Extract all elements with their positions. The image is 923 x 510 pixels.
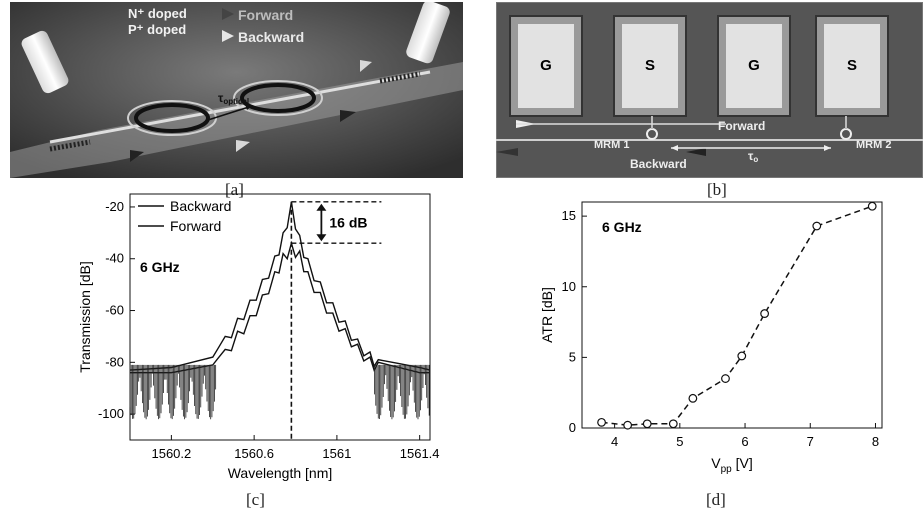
x-tick-label: 6 (741, 434, 748, 449)
legend-entry: Backward (170, 198, 231, 214)
legend-p-doped: P⁺ doped (128, 22, 186, 37)
pad-label-2: S (645, 57, 655, 74)
legend-forward-icon (222, 8, 234, 20)
data-point (812, 221, 822, 231)
legend: Backward Forward (138, 198, 231, 234)
data-point (760, 309, 770, 318)
axis-ticks: 1560.2 1560.6 1561 1561.4 -20 -40 -60 -80 -100 (98, 199, 440, 461)
panel-a-illustration: N⁺ doped P⁺ doped Forward Backward τopti… (10, 2, 463, 178)
y-tick-label: 10 (562, 279, 576, 294)
data-point (668, 419, 678, 429)
tau-arrow (207, 105, 253, 121)
panel-a-svg: N⁺ doped P⁺ doped Forward Backward τopti… (10, 2, 463, 178)
data-point (867, 201, 877, 211)
data-point (642, 419, 652, 429)
frequency-label: 6 GHz (140, 259, 180, 275)
y-axis-label: Transmission [dB] (77, 261, 93, 373)
backward-cone-2 (360, 60, 372, 72)
pad-label-1: G (540, 57, 552, 74)
x-axis-label: Vpp [V] (711, 455, 752, 475)
x-tick-label: 5 (676, 434, 683, 449)
y-axis-label: ATR [dB] (539, 287, 555, 343)
plot-frame (581, 201, 883, 429)
chart-transmission-spectrum: 1560.2 1560.6 1561 1561.4 -20 -40 -60 -80 -100 B… (77, 193, 440, 481)
delta-label: 16 dB (329, 214, 367, 230)
y-tick-label: -60 (105, 303, 124, 318)
frequency-label: 6 GHz (602, 219, 642, 235)
fiber-left (21, 30, 69, 94)
panel-b-svg: G S G S Forward Backward MRM 1 MRM 2 τo (496, 2, 923, 178)
legend-forward-label: Forward (238, 7, 293, 23)
fiber-right (406, 2, 450, 64)
y-tick-label: 15 (562, 208, 576, 223)
pad-label-4: S (847, 57, 857, 74)
x-tick-label: 1560.6 (234, 446, 274, 461)
tau-label: τoptical (218, 91, 249, 106)
series-line-atr (601, 205, 873, 426)
data-point (737, 351, 747, 361)
x-tick-label: 7 (807, 434, 814, 449)
legend-entry: Forward (170, 218, 221, 234)
y-tick-label: 5 (569, 349, 576, 364)
chart-atr-vs-vpp: 4 5 6 7 8 0 5 10 15 6 GHz Vpp [V] ATR [dB] (539, 201, 883, 475)
noise-floor (129, 364, 430, 420)
x-tick-label: 1561.4 (400, 446, 440, 461)
series-line-backward (129, 201, 431, 371)
x-tick-label: 4 (611, 434, 618, 449)
panel-b-micrograph: G S G S Forward Backward MRM 1 MRM 2 τo (496, 2, 923, 178)
y-tick-label: 0 (569, 420, 576, 435)
ring-2-doping (233, 80, 323, 116)
x-tick-label: 1560.2 (151, 446, 191, 461)
substrate-slab (10, 62, 463, 178)
data-point (597, 417, 606, 427)
label-mrm2: MRM 2 (856, 139, 891, 151)
data-point (623, 420, 633, 430)
y-tick-label: -80 (105, 354, 124, 369)
y-tick-label: -40 (105, 251, 124, 266)
backward-cone-1 (236, 140, 250, 152)
ring-modulator-2 (240, 83, 316, 113)
data-point (721, 374, 730, 383)
x-tick-label: 8 (872, 434, 879, 449)
annotation-group (290, 201, 382, 440)
pad-label-3: G (748, 57, 760, 74)
caption-d: [d] (706, 490, 726, 509)
pad-group (509, 15, 889, 117)
label-forward-b: Forward (718, 119, 765, 133)
tau-arrow-head (245, 104, 252, 110)
series-group (129, 201, 431, 420)
forward-cone-2 (340, 110, 356, 122)
legend-backward-label: Backward (238, 29, 304, 45)
series-line-forward (130, 240, 430, 374)
tau-label-b: τo (748, 149, 758, 164)
series-group (597, 201, 877, 430)
data-point (688, 393, 698, 403)
ring-modulator-1 (134, 103, 210, 133)
legend-n-doped: N⁺ doped (128, 6, 187, 21)
label-mrm1: MRM 1 (594, 139, 629, 151)
axis-ticks: 4 5 6 7 8 0 5 10 15 (562, 208, 880, 449)
label-backward-b: Backward (630, 157, 687, 171)
x-tick-label: 1561 (322, 446, 351, 461)
legend-backward-icon (222, 30, 234, 42)
x-axis-label: Wavelength [nm] (228, 465, 333, 481)
caption-b: [b] (707, 180, 727, 199)
y-tick-label: -100 (98, 406, 124, 421)
y-tick-label: -20 (105, 199, 124, 214)
plot-frame (129, 193, 431, 441)
caption-c: [c] (246, 490, 265, 509)
backward-cone-b (686, 148, 706, 156)
grating-coupler-right (379, 71, 421, 84)
grating-coupler-left (49, 139, 91, 152)
forward-cone-1 (130, 150, 144, 162)
